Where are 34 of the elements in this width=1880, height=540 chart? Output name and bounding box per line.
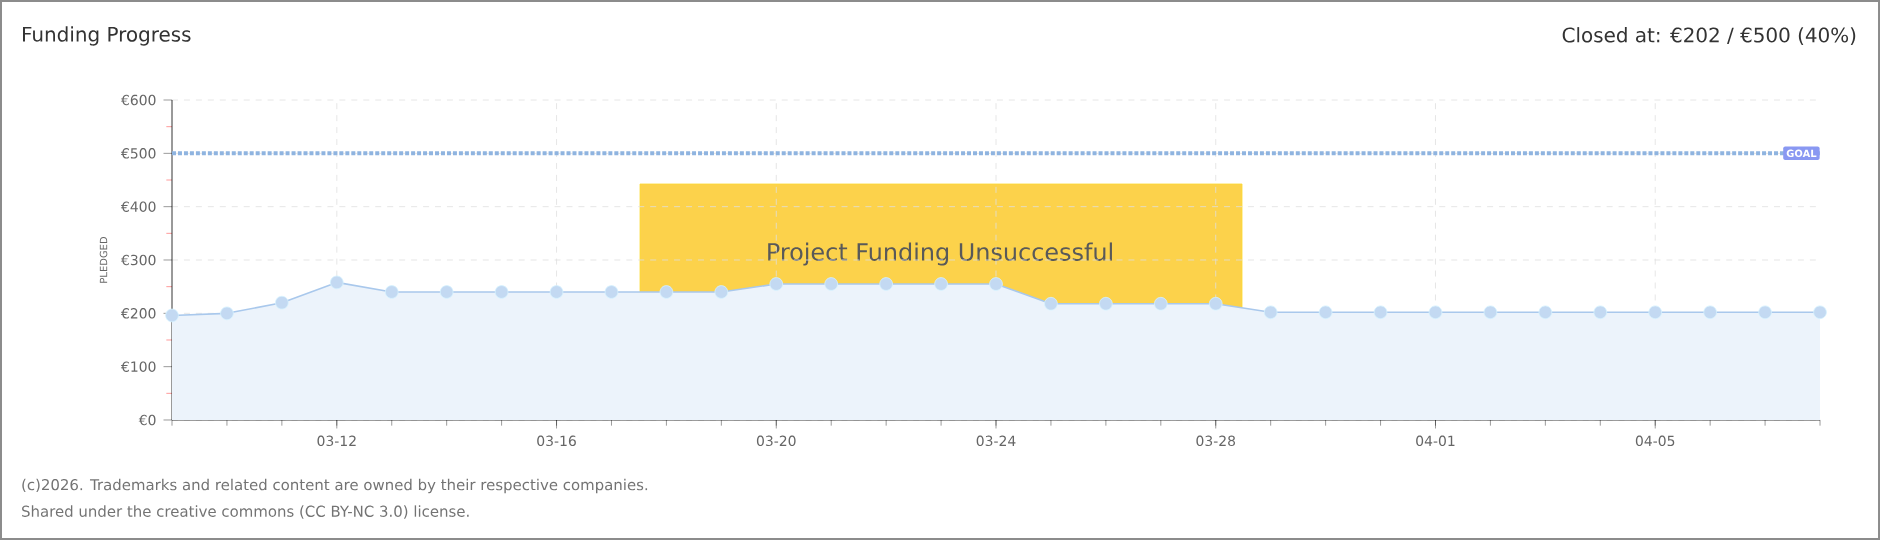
point <box>714 285 729 299</box>
point <box>604 285 619 299</box>
point <box>769 277 784 291</box>
annotation: Project Funding Unsuccessful <box>768 242 1112 266</box>
point <box>1208 296 1223 311</box>
point <box>275 295 289 310</box>
point <box>439 285 454 299</box>
point <box>1538 305 1553 320</box>
point <box>549 285 564 299</box>
point <box>165 308 179 323</box>
point <box>934 277 948 291</box>
point <box>1483 305 1498 320</box>
point <box>659 285 674 299</box>
point <box>1373 305 1388 320</box>
point <box>1758 305 1772 320</box>
point <box>220 306 234 321</box>
point <box>1593 305 1608 320</box>
point <box>494 285 509 299</box>
chart-title: Funding Progress <box>23 26 191 46</box>
point <box>330 275 344 290</box>
chart-subtitle: Closed at: €202 / €500 (40%) <box>1562 27 1856 45</box>
point <box>1648 305 1662 320</box>
point <box>1154 296 1168 311</box>
point <box>1318 305 1333 320</box>
point <box>1813 305 1827 320</box>
point <box>1099 296 1113 311</box>
point <box>1428 305 1443 320</box>
point <box>989 277 1003 291</box>
point <box>879 277 893 291</box>
point <box>384 285 399 299</box>
point <box>1263 305 1278 320</box>
point <box>1044 296 1058 311</box>
point <box>1703 305 1717 320</box>
point <box>824 277 838 291</box>
